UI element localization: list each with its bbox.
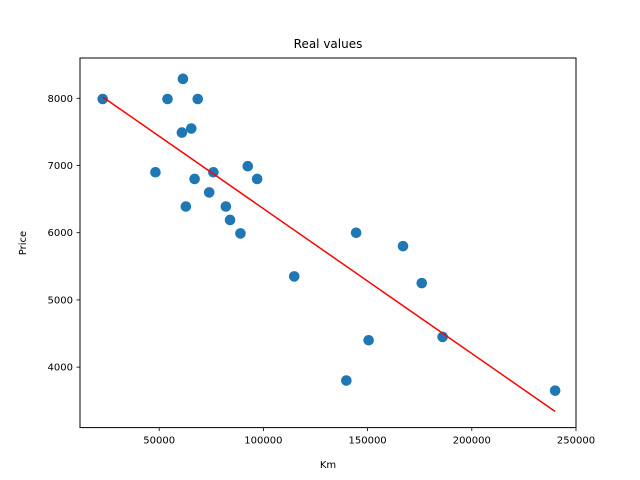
x-tick-label: 50000 — [143, 436, 175, 447]
data-point — [242, 160, 254, 172]
data-point — [177, 73, 189, 85]
y-tick-label: 5000 — [48, 295, 73, 306]
data-point — [363, 334, 374, 346]
data-point — [176, 127, 188, 138]
data-point — [224, 214, 236, 226]
data-point — [192, 93, 204, 105]
x-axis-label: Km — [320, 460, 336, 471]
y-tick-label: 8000 — [48, 94, 73, 105]
data-point — [416, 277, 428, 289]
x-tick-label: 150000 — [349, 436, 387, 447]
chart-title: Real values — [294, 37, 363, 51]
data-point — [162, 93, 173, 105]
y-tick-label: 4000 — [48, 363, 73, 374]
data-point — [350, 227, 362, 239]
data-point — [189, 173, 200, 185]
data-point — [251, 173, 263, 185]
y-tick-label: 7000 — [48, 161, 73, 172]
data-point — [341, 375, 352, 386]
x-tick-label: 100000 — [244, 436, 282, 447]
data-point — [220, 201, 232, 212]
y-axis-ticks: 4000 5000 6000 7000 8000 — [48, 94, 80, 374]
data-point — [397, 240, 409, 252]
data-point — [97, 93, 109, 105]
y-tick-label: 6000 — [48, 228, 73, 239]
data-point — [288, 271, 300, 282]
regression-line — [102, 96, 556, 413]
fit-line-group — [102, 96, 556, 413]
data-point — [180, 201, 192, 212]
data-point — [203, 187, 215, 198]
data-point — [185, 123, 197, 134]
y-axis-label: Price — [18, 231, 29, 255]
x-tick-label: 250000 — [557, 436, 595, 447]
data-point — [549, 385, 561, 396]
scatter-points — [97, 73, 561, 396]
data-point — [150, 166, 161, 178]
plot-frame — [79, 57, 577, 429]
data-point — [235, 228, 246, 239]
x-axis-ticks: 50000 100000 150000 200000 250000 — [143, 427, 595, 447]
x-tick-label: 200000 — [453, 436, 491, 447]
